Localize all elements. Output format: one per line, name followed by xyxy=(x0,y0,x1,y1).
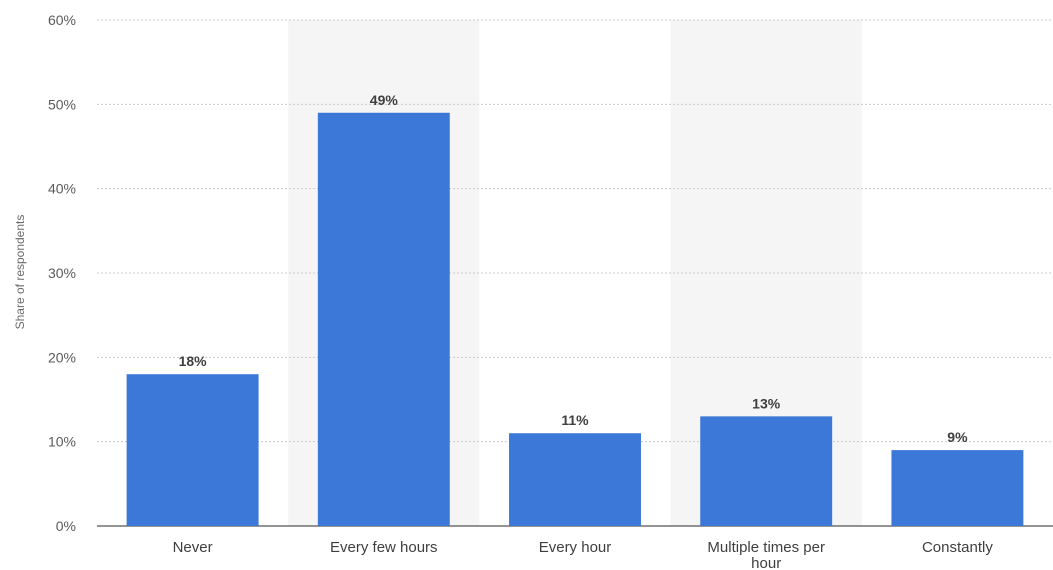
data-label: 9% xyxy=(947,429,968,445)
bar-4[interactable] xyxy=(891,450,1024,526)
bar-1[interactable] xyxy=(317,112,450,527)
y-tick-label: 40% xyxy=(48,181,76,197)
y-tick-label: 50% xyxy=(48,96,76,112)
x-tick-label: Multiple times per hour xyxy=(707,539,825,570)
bar-3[interactable] xyxy=(700,416,833,526)
y-tick-label: 20% xyxy=(48,349,76,365)
x-tick-label: Every hour xyxy=(539,539,612,556)
bar-2[interactable] xyxy=(509,433,641,526)
data-label: 18% xyxy=(179,353,208,369)
data-label: 49% xyxy=(370,92,399,108)
y-axis-title: Share of respondents xyxy=(13,215,27,330)
bar-0[interactable] xyxy=(126,374,259,526)
y-tick-label: 10% xyxy=(48,434,76,450)
data-label: 13% xyxy=(752,395,781,411)
data-label: 11% xyxy=(561,412,589,428)
x-tick-label: Constantly xyxy=(922,539,993,556)
x-tick-label: Every few hours xyxy=(330,539,438,556)
y-tick-label: 60% xyxy=(48,12,76,28)
x-tick-label: Never xyxy=(173,539,213,556)
y-tick-label: 30% xyxy=(48,265,76,281)
y-tick-label: 0% xyxy=(56,518,76,534)
